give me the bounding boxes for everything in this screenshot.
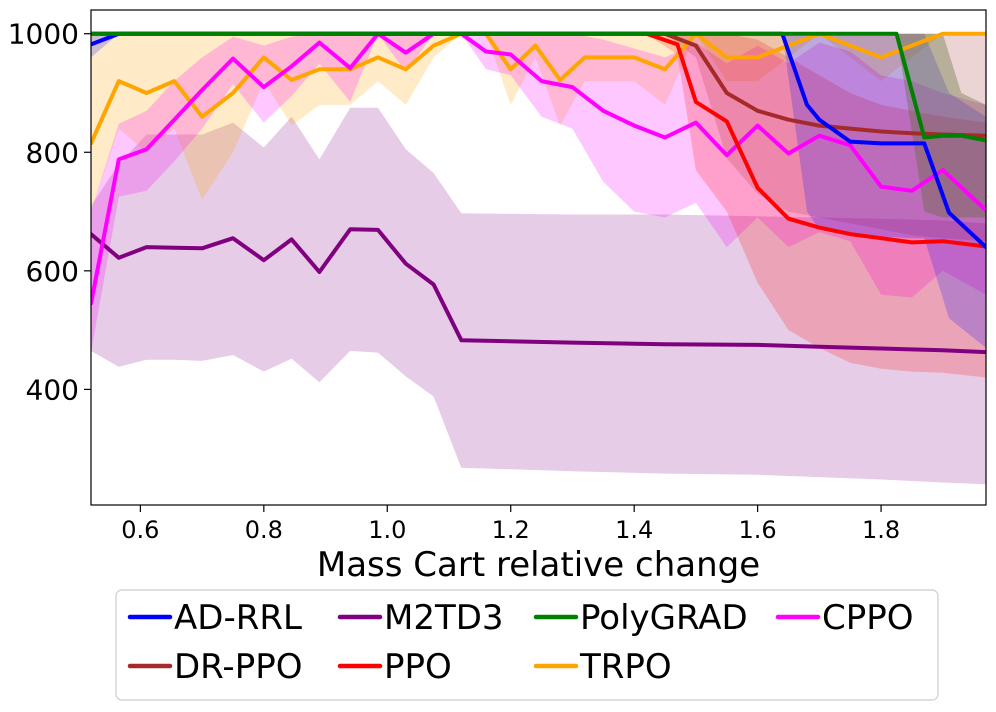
x-tick-label: 0.6 <box>121 516 159 544</box>
x-tick-label: 0.8 <box>245 516 283 544</box>
polygrad-line <box>91 31 986 143</box>
x-tick-label: 1.4 <box>615 516 653 544</box>
dr-ppo-line <box>91 31 986 138</box>
ppo-band <box>91 33 986 378</box>
m2td3-line <box>91 227 986 355</box>
y-axis-ticks: 400 600 800 1000 <box>8 18 91 406</box>
y-tick-label: 400 <box>26 373 79 406</box>
legend-label-dr-ppo: DR-PPO <box>174 647 302 687</box>
legend-label-m2td3: M2TD3 <box>384 598 504 638</box>
y-tick-label: 600 <box>26 255 79 288</box>
x-axis-label: Mass Cart relative change <box>317 545 760 585</box>
dr-ppo-band <box>91 33 986 242</box>
legend-label-cppo: CPPO <box>822 598 914 638</box>
x-axis-ticks: 0.6 0.8 1.0 1.2 1.4 1.6 1.8 <box>121 505 900 544</box>
x-tick-label: 1.8 <box>862 516 900 544</box>
legend-label-trpo: TRPO <box>579 647 672 687</box>
cppo-line <box>91 31 986 306</box>
ad-rrl-band <box>91 33 986 348</box>
ppo-line <box>91 31 986 249</box>
legend-label-ad-rrl: AD-RRL <box>174 598 302 638</box>
y-tick-label: 800 <box>26 136 79 169</box>
x-tick-label: 1.6 <box>739 516 777 544</box>
plot-frame <box>90 9 987 506</box>
y-tick-label: 1000 <box>8 18 79 51</box>
legend-label-polygrad: PolyGRAD <box>580 598 748 638</box>
x-tick-label: 1.0 <box>368 516 406 544</box>
x-tick-label: 1.2 <box>492 516 530 544</box>
legend-box <box>115 589 939 701</box>
legend: AD-RRL M2TD3 PolyGRAD CPPO DR-PPO PPO TRPO <box>115 589 939 701</box>
trpo-band <box>91 33 986 212</box>
m2td3-band <box>91 107 986 485</box>
series-lines <box>91 31 986 355</box>
legend-label-ppo: PPO <box>384 647 452 687</box>
